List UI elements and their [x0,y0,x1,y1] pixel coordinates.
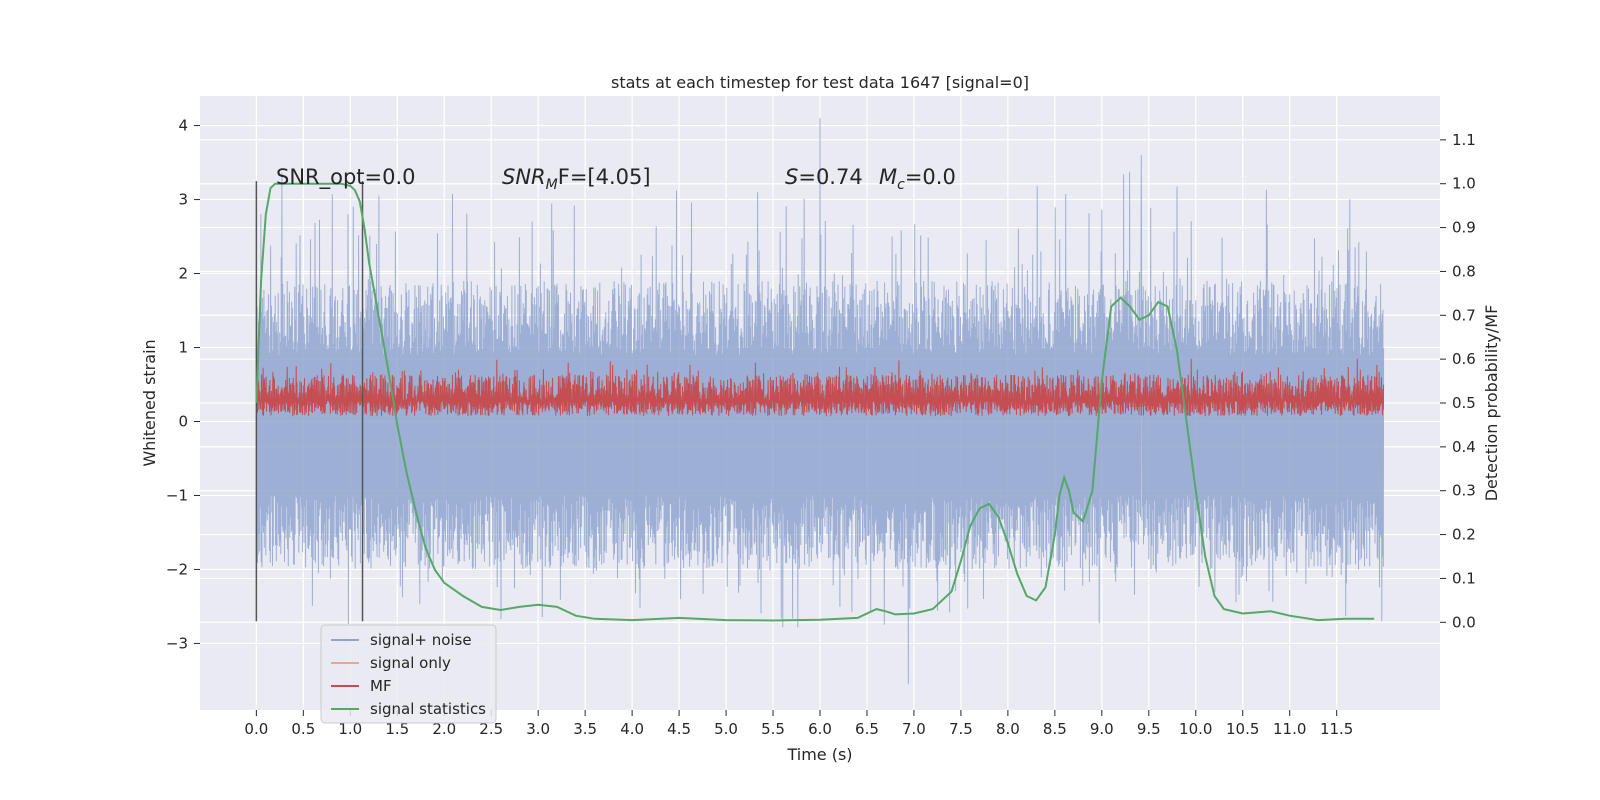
signal-statistics-series [255,182,1375,622]
x-tick-label: 9.0 [1090,720,1114,738]
y-right-tick-label: 0.2 [1452,526,1476,544]
x-tick-label: 1.0 [338,720,362,738]
y-left-tick-label: −3 [166,634,188,652]
x-axis-ticks: 0.0 0.5 1.0 1.5 2.0 2.5 3.0 3.5 4.0 4.5 5.0 5.5 6.0 6… [244,710,1353,738]
annotation-mc: Mc=0.0 [879,165,956,193]
x-tick-label: 11.5 [1320,720,1353,738]
x-tick-label: 7.0 [902,720,926,738]
chart-title: stats at each timestep for test data 164… [611,73,1029,92]
y-axis-left-label: Whitened strain [140,339,159,466]
x-tick-label: 3.5 [573,720,597,738]
x-tick-label: 10.5 [1226,720,1259,738]
y-left-tick-label: 3 [178,191,188,209]
x-tick-label: 9.5 [1137,720,1161,738]
x-tick-label: 4.0 [620,720,644,738]
mc-symbol: M [879,165,897,189]
x-tick-label: 0.5 [291,720,315,738]
x-tick-label: 4.5 [667,720,691,738]
snr-mf-rest: F=[4.05] [558,165,651,189]
x-tick-label: 6.5 [855,720,879,738]
x-tick-label: 8.0 [996,720,1020,738]
x-axis-label: Time (s) [786,745,852,764]
s-symbol: S [785,165,798,189]
signal-statistics-line [255,182,1375,622]
y-left-tick-label: −2 [166,560,188,578]
x-tick-label: 5.5 [761,720,785,738]
mf-line [255,358,1385,417]
snr-mf-sub: M [546,177,558,193]
annotation-snr-mf: SNRMF=[4.05] [502,165,651,193]
legend-label-signal-statistics: signal statistics [370,700,486,718]
y-right-tick-label: 0.1 [1452,569,1476,587]
y-axis-left-ticks: −3 −2 −1 0 1 2 3 4 [166,117,200,652]
x-tick-label: 2.5 [479,720,503,738]
y-left-tick-label: 2 [178,265,188,283]
y-right-tick-label: 0.4 [1452,438,1476,456]
annotation-snr-opt: SNR_opt=0.0 [276,165,416,190]
y-left-tick-label: −1 [166,486,188,504]
x-tick-label: 0.0 [244,720,268,738]
signal-noise-line [255,118,1385,685]
y-axis-right-label: Detection probability/MF [1482,305,1501,502]
x-tick-label: 3.0 [526,720,550,738]
legend-box [320,624,497,724]
y-left-tick-label: 1 [178,339,188,357]
snr-mf-base: SNR [502,165,546,189]
x-tick-label: 8.5 [1043,720,1067,738]
y-right-tick-label: 0.8 [1452,262,1476,280]
y-right-tick-label: 0.9 [1452,219,1476,237]
y-right-tick-label: 0.5 [1452,394,1476,412]
y-right-tick-label: 0.3 [1452,482,1476,500]
y-axis-right-ticks: 0.0 0.1 0.2 0.3 0.4 0.5 0.6 0.7 0.8 0.9 1.0 1.1 [1440,131,1476,631]
mf-series [255,358,1385,417]
x-tick-label: 2.0 [432,720,456,738]
legend-label-signal-only: signal only [370,654,451,672]
x-tick-label: 5.0 [714,720,738,738]
y-left-tick-label: 0 [178,412,188,430]
signal-noise-series [255,118,1385,685]
mc-sub: c [897,177,905,193]
legend-label-mf: MF [370,677,392,695]
x-tick-label: 6.0 [808,720,832,738]
x-tick-label: 10.0 [1179,720,1212,738]
x-tick-label: 7.5 [949,720,973,738]
y-right-tick-label: 0.0 [1452,613,1476,631]
y-right-tick-label: 1.0 [1452,175,1476,193]
y-right-tick-label: 0.7 [1452,306,1476,324]
x-tick-label: 1.5 [385,720,409,738]
x-tick-label: 11.0 [1273,720,1306,738]
annotation-s: S=0.74 [785,165,863,189]
y-right-tick-label: 0.6 [1452,350,1476,368]
legend-label-signal-noise: signal+ noise [370,631,472,649]
s-value: =0.74 [798,165,862,189]
y-right-tick-label: 1.1 [1452,131,1476,149]
legend: signal+ noise signal only MF signal stat… [320,624,497,724]
mc-value: =0.0 [905,165,956,189]
y-left-tick-label: 4 [178,117,188,135]
